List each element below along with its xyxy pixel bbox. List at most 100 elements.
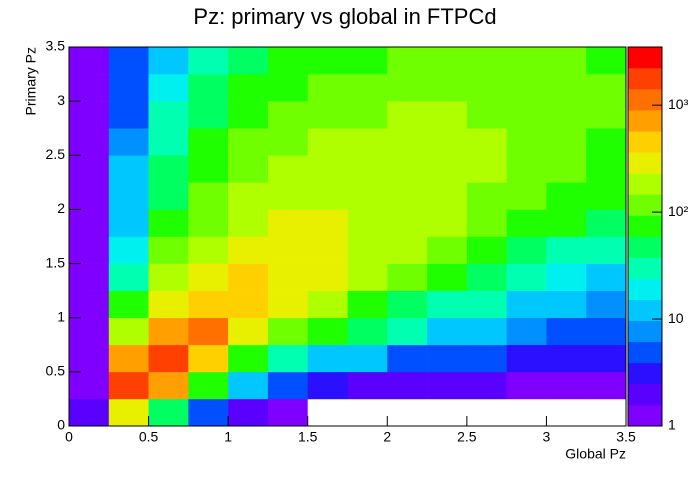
cell xyxy=(347,209,388,237)
cell xyxy=(307,128,348,156)
cell xyxy=(188,74,229,102)
cell xyxy=(108,344,149,373)
cell xyxy=(69,398,110,427)
cell xyxy=(347,101,388,129)
colorbar-tick-label: 10² xyxy=(668,203,689,219)
cell xyxy=(506,236,547,264)
cell xyxy=(506,74,547,102)
cell xyxy=(347,128,388,156)
cell xyxy=(546,74,587,102)
cell xyxy=(427,101,468,129)
cell xyxy=(466,236,507,264)
cell xyxy=(307,371,348,400)
cell xyxy=(188,182,229,210)
cell xyxy=(267,101,309,129)
cell xyxy=(267,182,309,210)
cell xyxy=(427,182,468,210)
cell xyxy=(387,47,428,75)
cell xyxy=(148,155,189,183)
cell xyxy=(586,398,627,427)
cell xyxy=(307,317,348,346)
cell xyxy=(188,263,229,291)
x-tick-label: 3.5 xyxy=(616,429,636,445)
y-tick-label: 3 xyxy=(57,92,65,108)
cell xyxy=(188,101,229,129)
cell xyxy=(347,263,388,291)
colorbar-band xyxy=(628,362,662,385)
cell xyxy=(228,209,269,237)
cell xyxy=(148,209,189,237)
cell xyxy=(267,236,309,264)
colorbar-band xyxy=(628,173,662,195)
cell xyxy=(347,398,388,427)
cell xyxy=(387,182,428,210)
cell xyxy=(267,344,309,373)
cell xyxy=(108,182,149,210)
cell xyxy=(506,290,547,319)
cell xyxy=(506,101,547,129)
cell xyxy=(108,128,149,156)
cell xyxy=(546,209,587,237)
cell xyxy=(427,236,468,264)
cell xyxy=(228,371,269,400)
cell xyxy=(188,317,229,346)
cell xyxy=(69,128,110,156)
cell xyxy=(267,155,309,183)
cell xyxy=(387,290,428,319)
cell xyxy=(506,263,547,291)
cell xyxy=(586,290,627,319)
cell xyxy=(148,263,189,291)
cell xyxy=(307,344,348,373)
cell xyxy=(69,182,110,210)
colorbar-band xyxy=(628,47,662,69)
x-tick-label: 2 xyxy=(383,429,391,445)
cell xyxy=(69,74,110,102)
cell xyxy=(466,101,507,129)
cell xyxy=(466,209,507,237)
cell xyxy=(387,209,428,237)
cell xyxy=(188,209,229,237)
cell xyxy=(506,398,547,427)
cell xyxy=(586,317,627,346)
colorbar-band xyxy=(628,278,662,300)
cell xyxy=(188,290,229,319)
cell xyxy=(69,155,110,183)
colorbar-band xyxy=(628,131,662,153)
cell xyxy=(267,371,309,400)
colorbar-band xyxy=(628,68,662,90)
cell xyxy=(387,344,428,373)
cell xyxy=(307,101,348,129)
cell xyxy=(466,263,507,291)
cell xyxy=(188,398,229,427)
colorbar-tick-label: 1 xyxy=(668,417,676,433)
cell xyxy=(586,236,627,264)
cell xyxy=(108,101,149,129)
x-tick-label: 2.5 xyxy=(457,429,477,445)
cell xyxy=(307,263,348,291)
cell xyxy=(586,209,627,237)
cell xyxy=(466,371,507,400)
cell xyxy=(267,263,309,291)
cell xyxy=(69,290,110,319)
x-tick-label: 0.5 xyxy=(139,429,159,445)
x-tick-label: 1 xyxy=(224,429,232,445)
cell xyxy=(427,344,468,373)
cell xyxy=(427,47,468,75)
cell xyxy=(387,236,428,264)
cell xyxy=(347,155,388,183)
cell xyxy=(267,398,309,427)
cell xyxy=(506,371,547,400)
cell xyxy=(427,155,468,183)
cell xyxy=(267,128,309,156)
colorbar-band xyxy=(628,110,662,132)
cell xyxy=(228,182,269,210)
cell xyxy=(466,155,507,183)
cell xyxy=(347,47,388,75)
cell xyxy=(188,344,229,373)
cell xyxy=(347,290,388,319)
cell xyxy=(69,344,110,373)
colorbar-band xyxy=(628,299,662,322)
cell xyxy=(267,290,309,319)
cell xyxy=(228,398,269,427)
